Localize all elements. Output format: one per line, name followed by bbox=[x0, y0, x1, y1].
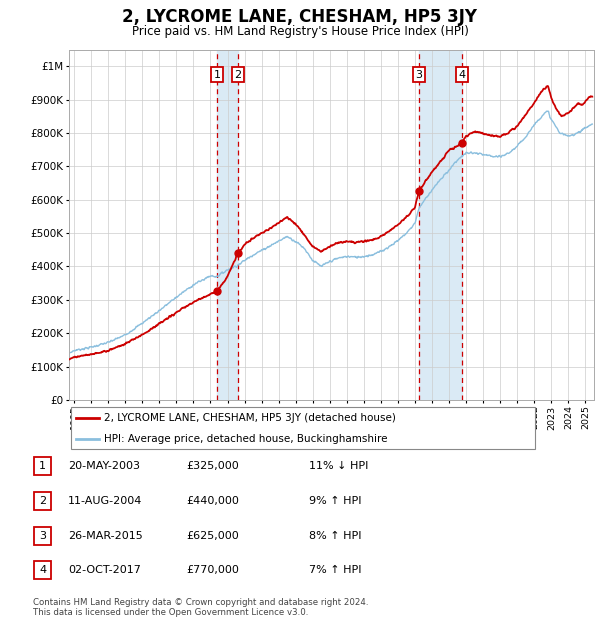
Text: 2, LYCROME LANE, CHESHAM, HP5 3JY: 2, LYCROME LANE, CHESHAM, HP5 3JY bbox=[122, 8, 478, 27]
Bar bbox=[217, 50, 238, 400]
Text: This data is licensed under the Open Government Licence v3.0.: This data is licensed under the Open Gov… bbox=[33, 608, 308, 617]
FancyBboxPatch shape bbox=[34, 492, 51, 510]
Text: 11-AUG-2004: 11-AUG-2004 bbox=[68, 496, 142, 506]
Text: HPI: Average price, detached house, Buckinghamshire: HPI: Average price, detached house, Buck… bbox=[104, 433, 388, 444]
Text: 3: 3 bbox=[39, 531, 46, 541]
FancyBboxPatch shape bbox=[34, 562, 51, 579]
Text: 4: 4 bbox=[39, 565, 46, 575]
Text: 2, LYCROME LANE, CHESHAM, HP5 3JY (detached house): 2, LYCROME LANE, CHESHAM, HP5 3JY (detac… bbox=[104, 413, 396, 423]
Text: 4: 4 bbox=[458, 69, 466, 79]
Text: 8% ↑ HPI: 8% ↑ HPI bbox=[309, 531, 361, 541]
Text: 7% ↑ HPI: 7% ↑ HPI bbox=[309, 565, 361, 575]
Bar bbox=[419, 50, 462, 400]
Text: 9% ↑ HPI: 9% ↑ HPI bbox=[309, 496, 361, 506]
Text: 2: 2 bbox=[39, 496, 46, 506]
Text: 11% ↓ HPI: 11% ↓ HPI bbox=[309, 461, 368, 471]
Text: £625,000: £625,000 bbox=[186, 531, 239, 541]
Text: £325,000: £325,000 bbox=[186, 461, 239, 471]
FancyBboxPatch shape bbox=[71, 407, 535, 450]
Text: Price paid vs. HM Land Registry's House Price Index (HPI): Price paid vs. HM Land Registry's House … bbox=[131, 25, 469, 37]
Text: 3: 3 bbox=[415, 69, 422, 79]
Text: £440,000: £440,000 bbox=[186, 496, 239, 506]
Text: 1: 1 bbox=[214, 69, 220, 79]
FancyBboxPatch shape bbox=[34, 527, 51, 544]
Text: Contains HM Land Registry data © Crown copyright and database right 2024.: Contains HM Land Registry data © Crown c… bbox=[33, 598, 368, 607]
Text: 2: 2 bbox=[235, 69, 241, 79]
FancyBboxPatch shape bbox=[34, 458, 51, 475]
Text: 26-MAR-2015: 26-MAR-2015 bbox=[68, 531, 143, 541]
Text: 1: 1 bbox=[39, 461, 46, 471]
Text: £770,000: £770,000 bbox=[186, 565, 239, 575]
Text: 20-MAY-2003: 20-MAY-2003 bbox=[68, 461, 140, 471]
Text: 02-OCT-2017: 02-OCT-2017 bbox=[68, 565, 140, 575]
